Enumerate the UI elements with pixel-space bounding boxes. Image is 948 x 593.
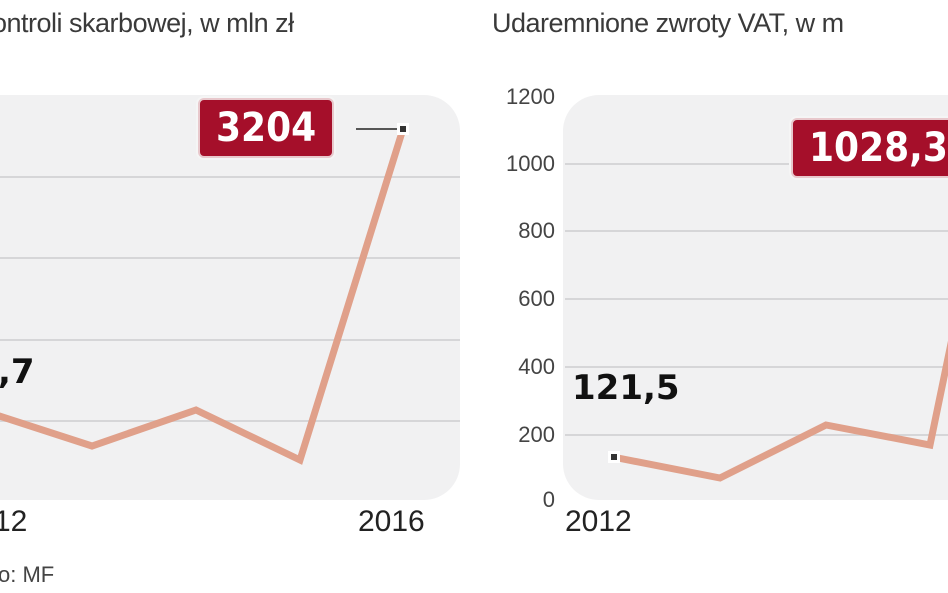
left-x-tick-start: 12 [0,505,28,538]
right-y-tick: 1000 [506,151,555,176]
right-y-tick: 800 [518,218,555,243]
right-gridline [565,298,948,300]
right-start-value-label: 121,5 [572,368,680,408]
right-y-tick: 0 [542,487,555,512]
right-y-tick: 600 [518,286,555,311]
left-gridline [0,420,460,422]
right-gridline [565,434,948,436]
right-gridline [565,163,948,165]
left-gridline [0,257,460,259]
source-note: o: MF [0,562,55,587]
left-gridline [0,339,460,341]
right-gridline [565,230,948,232]
right-y-tick: 400 [518,354,555,379]
left-chart-title: ontroli skarbowej, w mln zł [0,8,294,38]
right-gridline [565,366,948,368]
right-y-tick: 200 [518,422,555,447]
right-x-tick-start: 2012 [565,505,632,538]
left-start-value-label: ,7 [0,352,35,392]
right-y-tick: 1200 [506,84,555,109]
left-peak-value-badge: 3204 [198,98,335,158]
left-gridline [0,176,460,178]
right-peak-value-badge: 1028,3 [791,118,948,178]
left-plot-area [0,95,460,500]
right-chart-title: Udaremnione zwroty VAT, w m [492,8,844,38]
left-x-tick-end: 2016 [358,505,425,538]
